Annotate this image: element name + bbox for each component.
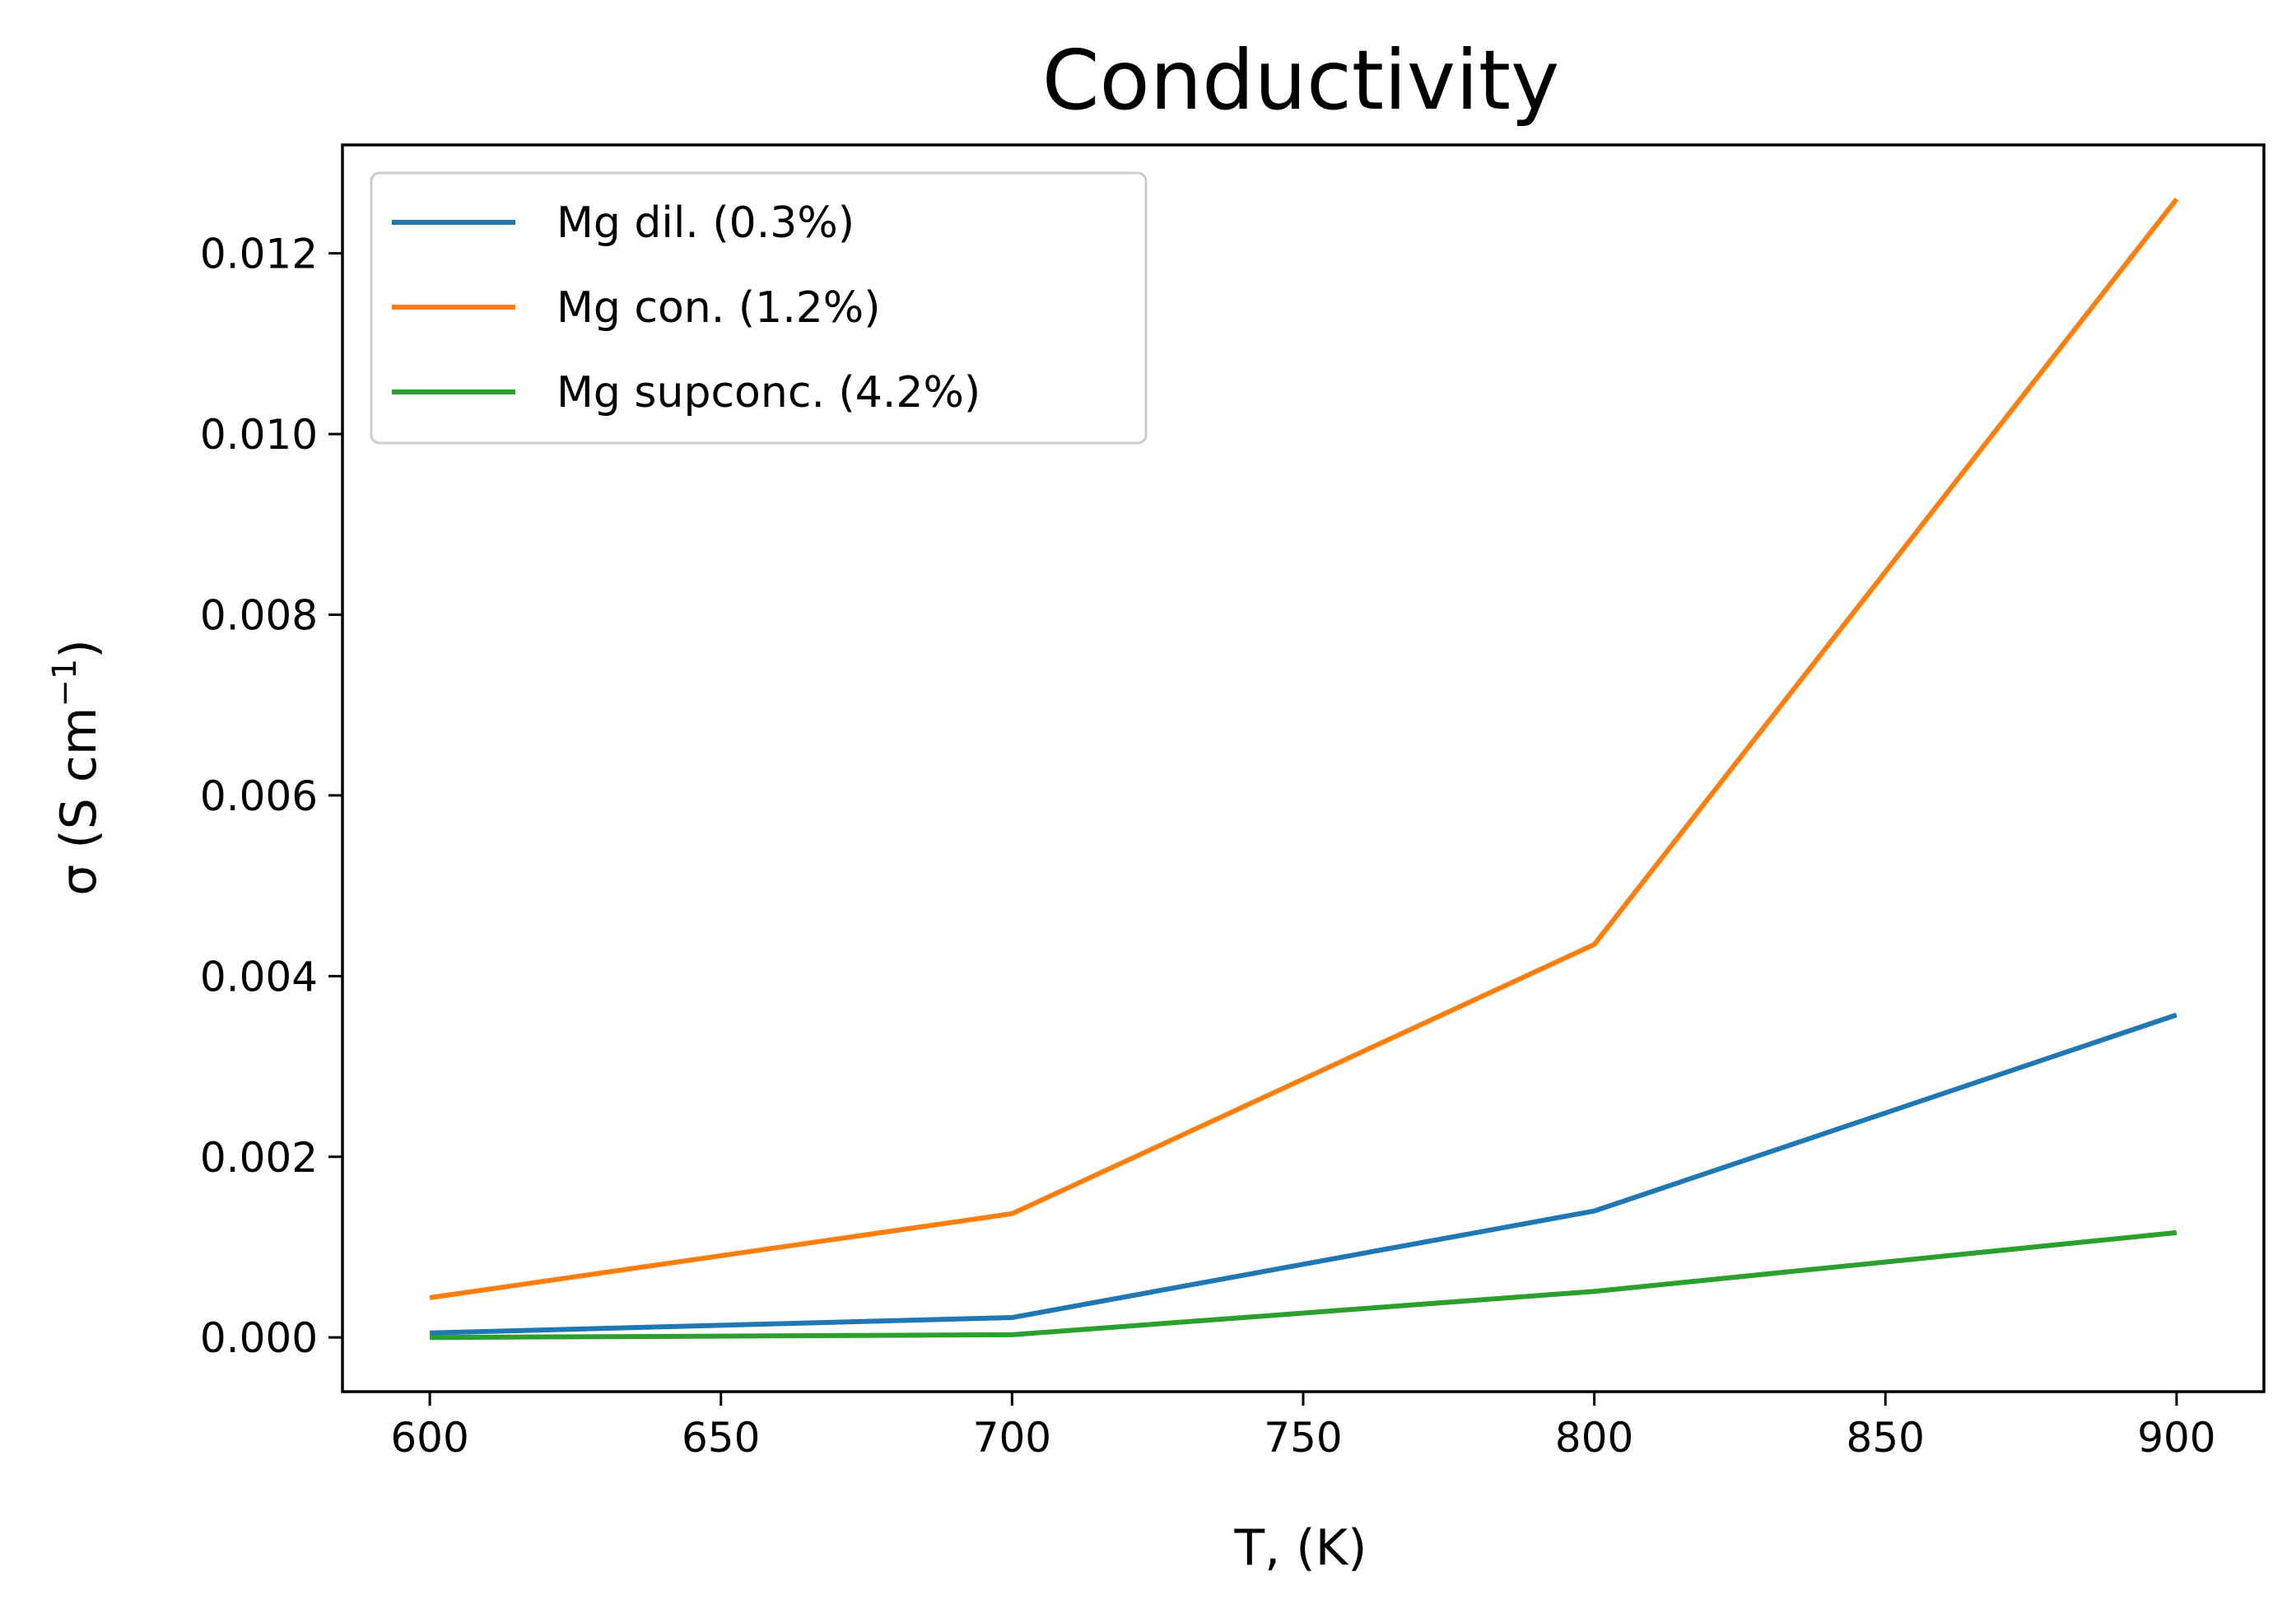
y-axis-label-main: σ (S cm	[50, 707, 108, 896]
legend-label-1: Mg con. (1.2%)	[557, 283, 881, 333]
x-tick-label: 800	[1555, 1414, 1633, 1462]
y-axis-label: σ (S cm−1)	[46, 639, 108, 896]
y-tick-label: 0.004	[200, 953, 318, 1001]
y-tick-label: 0.002	[200, 1134, 318, 1182]
x-tick-label: 900	[2137, 1414, 2215, 1462]
x-tick-label: 850	[1847, 1414, 1925, 1462]
legend-box	[370, 171, 1148, 445]
legend-label-2: Mg supconc. (4.2%)	[557, 368, 980, 417]
legend-label-0: Mg dil. (0.3%)	[557, 198, 855, 248]
x-axis-label: T, (K)	[1234, 1519, 1367, 1577]
y-tick-label: 0.008	[200, 591, 318, 639]
x-tick-label: 650	[682, 1414, 760, 1462]
chart-title: Conductivity	[1042, 32, 1560, 128]
y-tick-label: 0.006	[200, 772, 318, 820]
series-line-2	[430, 1229, 2177, 1341]
x-tick-label: 600	[390, 1414, 468, 1462]
x-axis: 600 650 700 750 800 850 900	[390, 1392, 2216, 1462]
series-line-1	[429, 197, 2179, 1300]
y-tick-label: 0.010	[200, 411, 318, 459]
x-tick-label: 750	[1264, 1414, 1342, 1462]
y-tick-label: 0.012	[200, 231, 318, 278]
x-tick-label: 700	[973, 1414, 1051, 1462]
y-axis-label-close: )	[50, 639, 108, 658]
series-lines	[429, 197, 2179, 1341]
series-line-0	[430, 1012, 2177, 1336]
y-axis-label-superscript: −1	[46, 659, 84, 707]
legend: Mg dil. (0.3%) Mg con. (1.2%) Mg supconc. …	[370, 171, 1148, 445]
y-tick-label: 0.000	[200, 1314, 318, 1362]
y-axis: 0.000 0.002 0.004 0.006 0.008 0.010 0.012	[200, 231, 342, 1362]
